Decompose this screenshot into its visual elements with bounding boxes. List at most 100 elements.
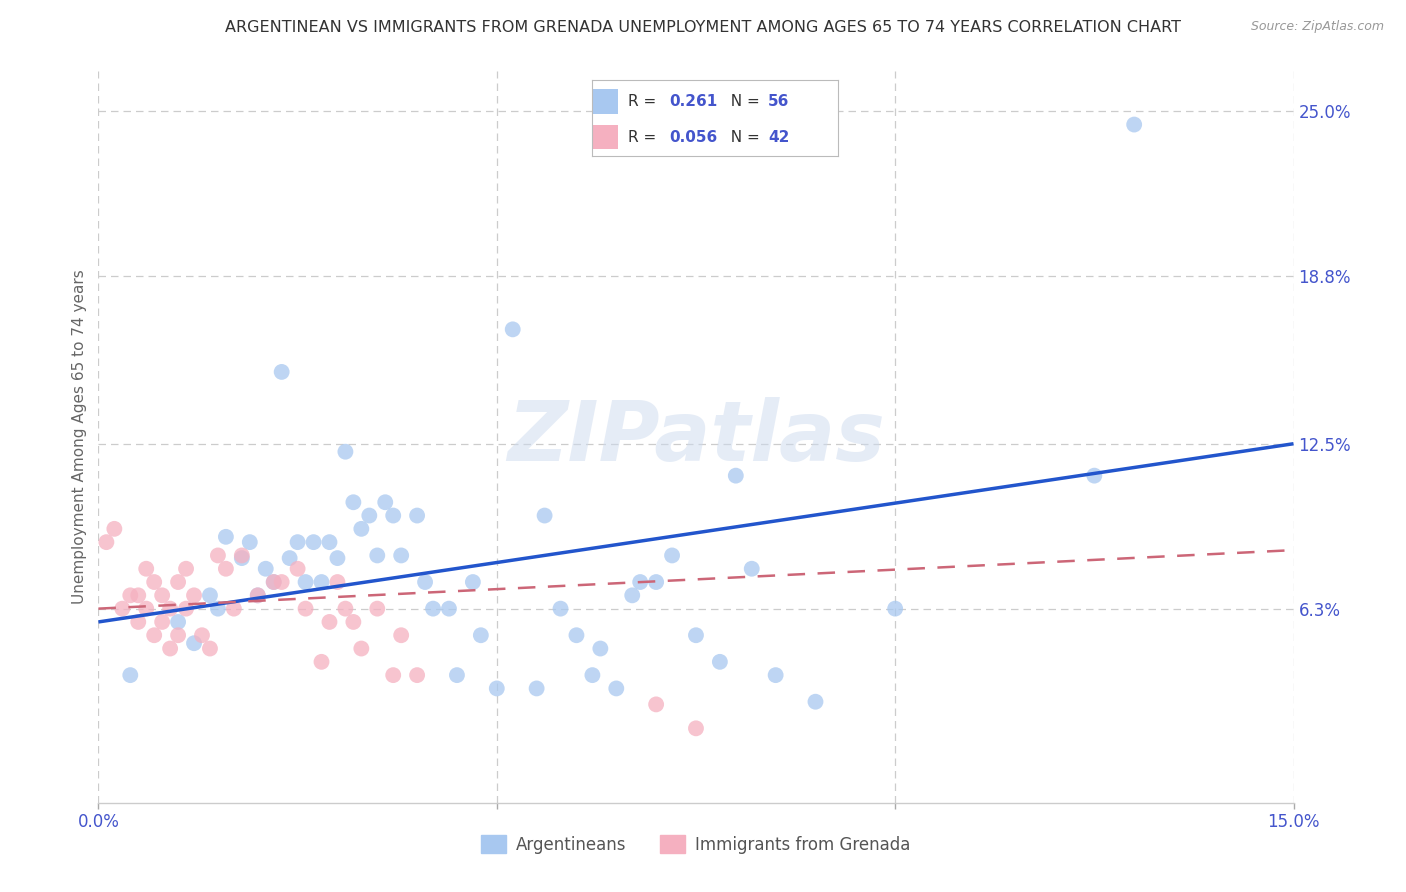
Point (103, 522, 125, 536)
Point (150, 615, 173, 629)
Point (335, 444, 357, 458)
Point (422, 601, 444, 615)
Point (167, 628, 190, 642)
Point (550, 601, 572, 615)
Point (446, 668, 468, 682)
Point (485, 681, 508, 696)
Point (246, 588, 269, 602)
Point (1123, 118, 1146, 132)
Text: 42: 42 (768, 129, 789, 145)
Point (709, 655, 731, 669)
Point (239, 535, 262, 549)
Point (413, 575, 436, 590)
Point (318, 535, 340, 549)
Point (502, 322, 524, 336)
Point (135, 562, 157, 576)
Point (350, 522, 373, 536)
Point (605, 681, 627, 696)
Point (191, 628, 214, 642)
Point (167, 615, 190, 629)
Point (120, 588, 142, 602)
Point (326, 551, 349, 566)
Point (198, 588, 221, 602)
Text: Source: ZipAtlas.com: Source: ZipAtlas.com (1250, 20, 1384, 33)
Point (111, 601, 134, 615)
Point (724, 468, 747, 483)
Point (302, 535, 325, 549)
Point (318, 615, 340, 629)
Point (215, 562, 238, 576)
Point (765, 668, 787, 682)
Point (526, 681, 548, 696)
Text: ZIPatlas: ZIPatlas (508, 397, 884, 477)
Point (183, 636, 205, 650)
Point (96, 535, 118, 549)
Point (159, 601, 181, 615)
Y-axis label: Unemployment Among Ages 65 to 74 years: Unemployment Among Ages 65 to 74 years (72, 269, 87, 605)
Point (565, 628, 588, 642)
Point (406, 668, 429, 682)
Point (183, 588, 205, 602)
Text: N =: N = (721, 129, 765, 145)
Point (143, 628, 166, 642)
Point (215, 530, 238, 544)
Point (270, 365, 292, 379)
Point (207, 549, 229, 563)
Point (406, 508, 429, 523)
Point (207, 601, 229, 615)
Point (222, 601, 245, 615)
Point (437, 601, 460, 615)
Text: 56: 56 (768, 94, 789, 109)
Point (263, 575, 285, 590)
FancyBboxPatch shape (593, 125, 617, 149)
Point (263, 575, 285, 590)
Point (804, 695, 827, 709)
Point (127, 615, 149, 629)
Text: R =: R = (627, 129, 661, 145)
Point (294, 601, 316, 615)
Point (135, 601, 157, 615)
Point (366, 601, 388, 615)
Point (150, 588, 173, 602)
Point (741, 562, 763, 576)
Point (589, 641, 612, 656)
Point (198, 641, 221, 656)
Point (254, 562, 277, 576)
Point (174, 601, 197, 615)
Point (143, 575, 166, 590)
Point (461, 575, 484, 590)
Text: 0.261: 0.261 (669, 94, 717, 109)
Point (120, 668, 142, 682)
Point (374, 495, 396, 509)
Point (366, 549, 388, 563)
Point (685, 628, 707, 642)
Point (645, 698, 668, 712)
Point (159, 641, 181, 656)
Point (174, 562, 197, 576)
Point (270, 575, 292, 590)
Point (326, 575, 349, 590)
FancyBboxPatch shape (593, 89, 617, 113)
Point (645, 575, 668, 590)
Point (621, 588, 644, 602)
Point (389, 628, 412, 642)
Point (167, 575, 190, 590)
Point (231, 549, 253, 563)
Text: ARGENTINEAN VS IMMIGRANTS FROM GRENADA UNEMPLOYMENT AMONG AGES 65 TO 74 YEARS CO: ARGENTINEAN VS IMMIGRANTS FROM GRENADA U… (225, 20, 1181, 35)
Point (278, 551, 301, 566)
Point (359, 508, 381, 523)
Point (1083, 468, 1105, 483)
Legend: Argentineans, Immigrants from Grenada: Argentineans, Immigrants from Grenada (475, 829, 917, 860)
Point (311, 575, 333, 590)
Point (581, 668, 603, 682)
Point (389, 549, 412, 563)
Text: 0.056: 0.056 (669, 129, 717, 145)
Point (287, 562, 309, 576)
Text: R =: R = (627, 94, 661, 109)
Point (335, 601, 357, 615)
Point (533, 508, 555, 523)
Point (127, 588, 149, 602)
Point (470, 628, 492, 642)
Point (311, 655, 333, 669)
Point (685, 722, 707, 736)
